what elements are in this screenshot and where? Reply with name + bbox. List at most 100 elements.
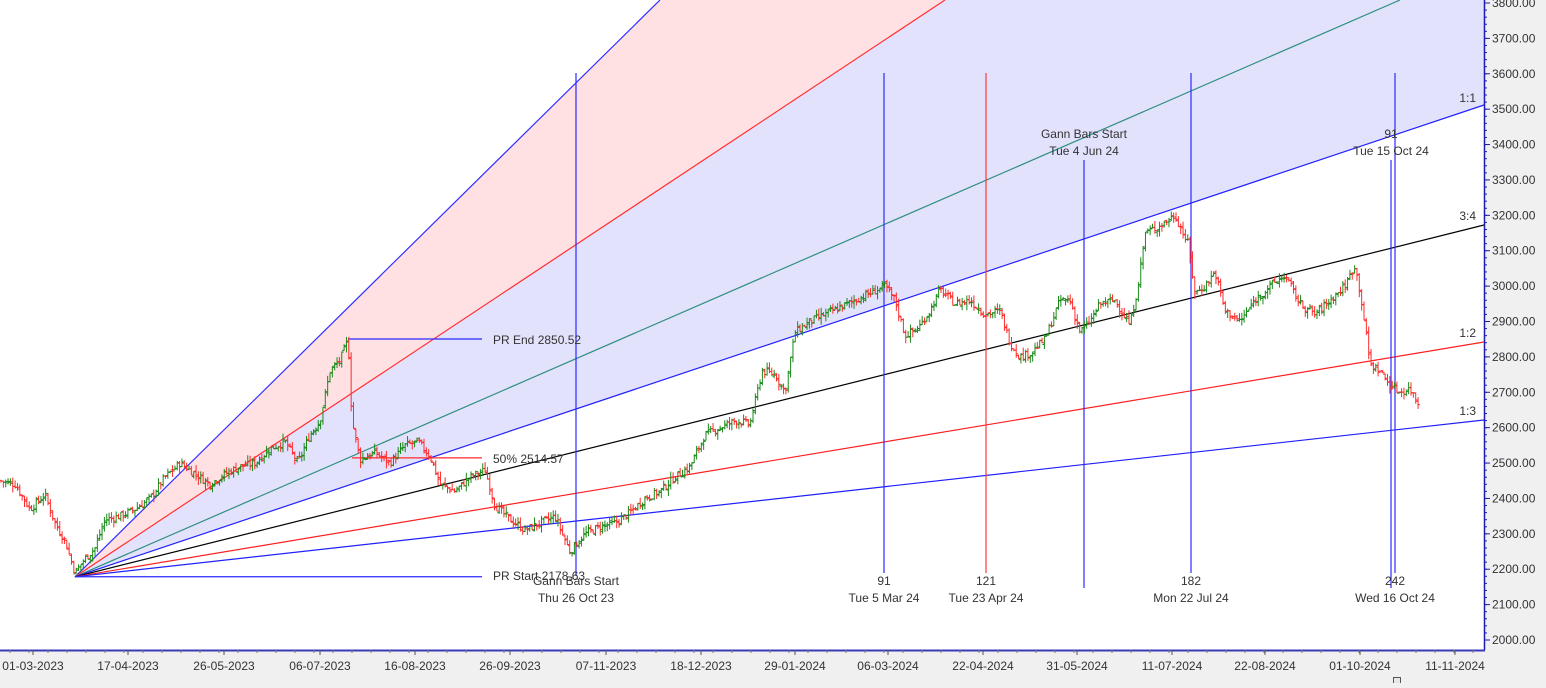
x-tick-label: 17-04-2023	[97, 659, 159, 673]
price-bar	[807, 318, 812, 329]
price-bar	[311, 429, 316, 436]
price-bar	[1000, 307, 1005, 319]
price-bar	[859, 295, 864, 305]
fan-line-1-2	[74, 341, 1485, 578]
price-bar	[97, 529, 102, 542]
price-bar	[1049, 321, 1054, 328]
price-bar	[1404, 389, 1409, 397]
bar-date-242: Wed 16 Oct 24	[1355, 591, 1435, 605]
price-bar	[711, 423, 716, 432]
price-bar	[1166, 217, 1171, 228]
price-bar	[924, 316, 929, 322]
price-bar	[1347, 269, 1352, 281]
status-strip	[0, 676, 1546, 683]
price-bar	[62, 536, 67, 544]
x-tick-label: 11-07-2024	[1142, 659, 1203, 673]
price-bar	[971, 295, 976, 311]
price-bar	[967, 295, 972, 305]
x-axis[interactable]: 01-03-2023 17-04-2023 26-05-2023 06-07-2023…	[2, 650, 1485, 673]
price-bar	[920, 315, 925, 325]
price-bar	[1371, 361, 1376, 374]
price-bar	[957, 298, 962, 306]
x-tick-label: 22-04-2024	[952, 659, 1014, 673]
price-bar	[675, 471, 680, 485]
price-bar	[445, 485, 450, 494]
price-bar	[678, 467, 683, 477]
price-bar	[577, 539, 582, 549]
price-bar	[1155, 229, 1160, 237]
price-bar	[1305, 307, 1310, 319]
price-bar	[1054, 307, 1059, 320]
price-bar	[892, 294, 896, 302]
price-bar	[598, 521, 603, 536]
price-bar	[85, 554, 90, 560]
price-bar	[880, 280, 885, 292]
price-range-lines	[75, 338, 482, 578]
price-bar	[931, 300, 936, 312]
price-bar	[983, 315, 988, 317]
price-bar	[661, 480, 666, 491]
price-bar	[687, 462, 692, 474]
price-bar	[1362, 301, 1366, 321]
price-bar	[579, 536, 584, 547]
price-bar	[8, 478, 13, 486]
fan-line-3-4	[74, 224, 1485, 578]
resize-handle-icon[interactable]	[1393, 677, 1401, 683]
price-bar	[222, 468, 227, 482]
price-bar	[304, 436, 309, 451]
price-bar	[776, 373, 781, 391]
price-bar	[906, 331, 911, 338]
price-bar	[111, 515, 116, 528]
y-tick-label: 2100.00	[1492, 598, 1536, 612]
price-bar	[685, 463, 690, 474]
price-bar	[1279, 275, 1284, 283]
price-bar	[391, 454, 396, 467]
price-bar	[802, 324, 807, 328]
price-bar	[574, 541, 579, 548]
y-axis[interactable]: 3800.00 3700.00 3600.00 3500.00 3400.00 3300.…	[1484, 0, 1536, 647]
price-bar	[941, 286, 946, 298]
price-bar	[852, 295, 857, 309]
price-bar	[654, 488, 659, 499]
price-bar	[60, 531, 65, 544]
price-bar	[217, 479, 222, 486]
price-bar	[567, 540, 572, 555]
price-bar	[1376, 361, 1381, 377]
price-bar	[889, 286, 894, 301]
price-bar	[309, 430, 314, 443]
price-bar	[816, 308, 821, 321]
price-bar	[1324, 298, 1329, 310]
price-bar	[1326, 298, 1331, 310]
price-bar	[121, 510, 126, 522]
price-bar	[440, 483, 445, 490]
price-bar	[149, 493, 154, 498]
y-tick-label: 3200.00	[1492, 208, 1536, 222]
price-bar	[929, 303, 934, 317]
bar-count-91: 91	[877, 574, 891, 588]
price-bar	[123, 511, 128, 519]
price-bar	[144, 497, 149, 507]
price-bar	[1131, 304, 1136, 317]
price-bar	[320, 406, 325, 425]
price-bar	[163, 475, 168, 479]
price-bar	[1387, 375, 1392, 394]
price-bar	[447, 486, 452, 494]
price-bar	[560, 524, 565, 536]
price-bar	[595, 522, 600, 529]
gann-bars-start-2-title: Gann Bars Start	[1041, 127, 1128, 141]
price-bar	[1159, 222, 1164, 232]
price-bar	[426, 448, 431, 460]
price-bar	[1040, 337, 1045, 344]
price-bar	[849, 296, 854, 308]
y-tick-label: 3000.00	[1492, 279, 1536, 293]
price-bar	[715, 428, 720, 440]
price-bar	[1397, 391, 1402, 394]
price-bar	[78, 564, 83, 572]
bar-count-91-oct: 91	[1384, 127, 1398, 141]
price-bar	[1315, 309, 1319, 320]
price-bar	[845, 297, 849, 306]
price-bar	[647, 494, 652, 502]
x-tick-label: 18-12-2023	[670, 659, 732, 673]
